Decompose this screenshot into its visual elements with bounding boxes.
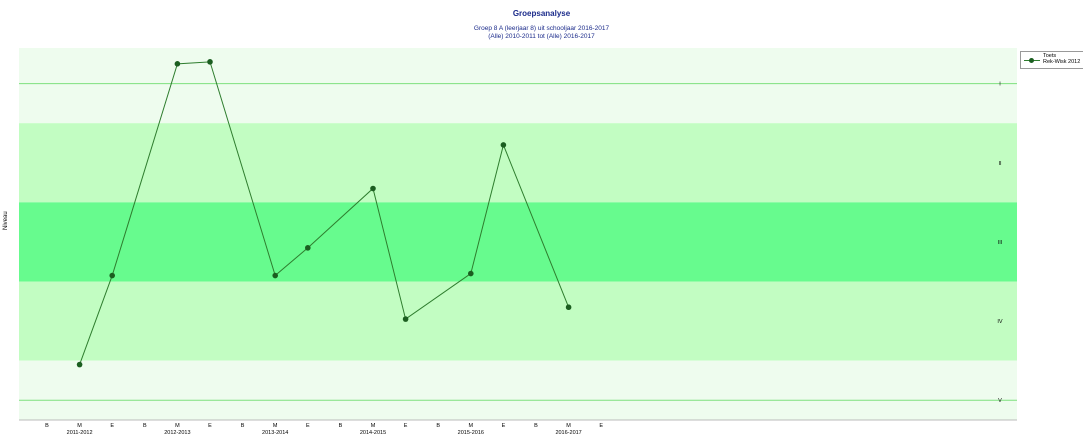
x-tick-label: M	[469, 423, 474, 429]
x-tick-label: M	[273, 423, 278, 429]
x-tick-label: B	[436, 423, 440, 429]
x-year-label: 2015-2016	[458, 430, 484, 436]
data-point	[76, 361, 83, 368]
level-band-I	[19, 48, 1017, 124]
chart-subtitle-group: Groep 8 A (leerjaar 8) uit schooljaar 20…	[473, 25, 610, 32]
data-point	[272, 272, 279, 279]
x-tick-label: M	[371, 423, 376, 429]
legend-marker-icon	[1029, 58, 1034, 63]
data-point	[305, 245, 311, 251]
x-year-label: 2014-2015	[360, 430, 386, 436]
data-point	[468, 270, 474, 277]
x-tick-label: B	[339, 423, 343, 429]
data-point	[109, 272, 115, 279]
level-band-III	[19, 202, 1017, 282]
x-tick-label: B	[45, 423, 49, 429]
legend: Toets Rek-Wisk 2012	[1020, 51, 1083, 69]
x-tick-label: E	[208, 423, 212, 429]
level-band-V	[19, 360, 1017, 420]
level-band-IV	[19, 281, 1017, 361]
x-tick-label: E	[306, 423, 310, 429]
legend-title: Toets	[1043, 53, 1057, 59]
data-point	[174, 61, 181, 67]
x-tick-label: E	[110, 423, 114, 429]
legend-series-label: Rek-Wisk 2012	[1043, 59, 1081, 65]
level-band-II	[19, 123, 1017, 203]
level-label-III: III	[998, 240, 1003, 246]
x-year-label: 2011-2012	[67, 430, 93, 436]
chart-subtitle-range: (Alle) 2010-2011 tot (Alle) 2016-2017	[488, 33, 595, 40]
x-tick-label: M	[175, 423, 180, 429]
x-tick-label: E	[599, 423, 603, 429]
x-year-label: 2012-2013	[164, 430, 190, 436]
level-label-I: I	[999, 82, 1001, 88]
x-year-label: 2013-2014	[262, 430, 288, 436]
level-label-II: II	[998, 161, 1002, 167]
x-tick-label: B	[143, 423, 147, 429]
x-tick-label: E	[404, 423, 408, 429]
x-tick-label: M	[77, 423, 82, 429]
data-point	[370, 185, 376, 192]
level-label-IV: IV	[997, 319, 1003, 325]
chart-title: Groepsanalyse	[512, 9, 571, 18]
x-tick-label: B	[534, 423, 538, 429]
x-tick-label: E	[502, 423, 506, 429]
data-point	[565, 304, 572, 311]
x-tick-label: M	[566, 423, 571, 429]
data-point	[402, 316, 409, 322]
x-year-label: 2016-2017	[555, 430, 581, 436]
data-point	[207, 59, 213, 65]
data-point	[500, 142, 507, 148]
level-label-V: V	[998, 398, 1002, 404]
x-tick-label: B	[241, 423, 245, 429]
